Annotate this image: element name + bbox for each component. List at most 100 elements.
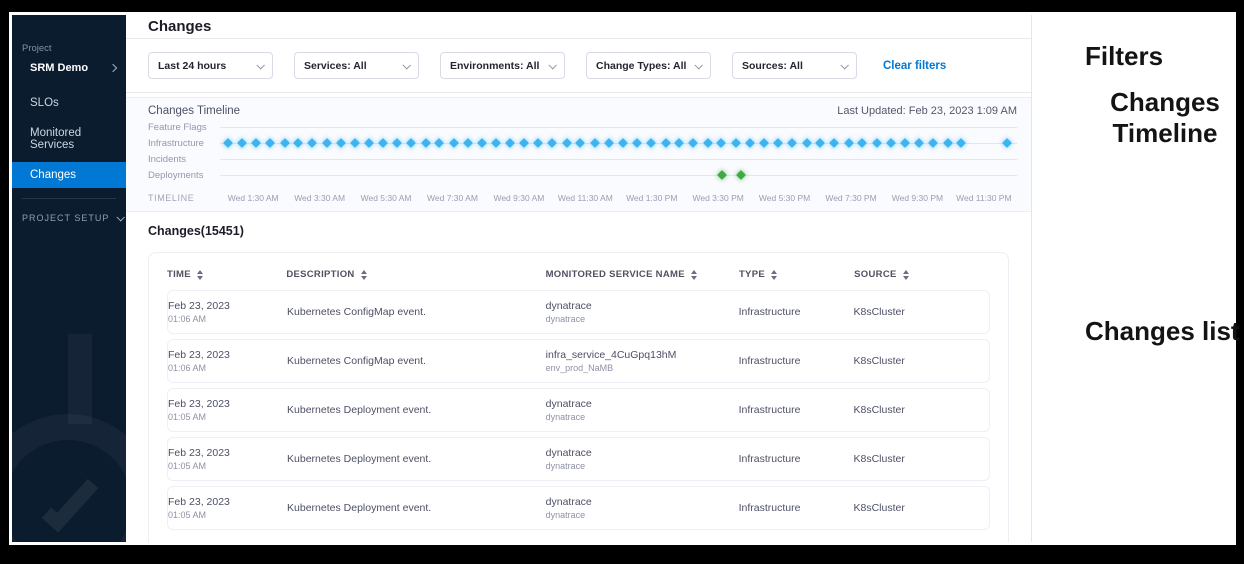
row-type: Infrastructure <box>738 355 801 367</box>
change-marker[interactable] <box>942 138 953 148</box>
change-marker[interactable] <box>886 138 897 148</box>
change-marker[interactable] <box>787 138 798 148</box>
filter-dropdown[interactable]: Change Types: All <box>586 52 711 79</box>
filter-dropdown[interactable]: Sources: All <box>732 52 857 79</box>
change-marker[interactable] <box>702 138 713 148</box>
sidebar-item-label: SLOs <box>30 97 59 109</box>
change-marker[interactable] <box>857 138 868 148</box>
row-source: K8sCluster <box>853 502 905 514</box>
changes-timeline-panel: Changes Timeline Last Updated: Feb 23, 2… <box>126 97 1031 212</box>
change-marker[interactable] <box>717 170 728 180</box>
timeline-row: Incidents <box>148 151 1017 167</box>
chevron-down-icon <box>402 60 411 70</box>
change-marker[interactable] <box>279 138 290 148</box>
filter-dropdown[interactable]: Environments: All <box>440 52 565 79</box>
change-marker[interactable] <box>434 138 445 148</box>
row-date: Feb 23, 2023 <box>168 496 230 508</box>
sidebar-project-selector[interactable]: SRM Demo <box>30 62 118 74</box>
change-marker[interactable] <box>871 138 882 148</box>
clear-filters-link[interactable]: Clear filters <box>883 59 947 72</box>
chevron-down-icon <box>840 60 849 70</box>
timeline-tick-label: Wed 11:30 AM <box>557 193 613 203</box>
change-marker[interactable] <box>321 138 332 148</box>
column-header-label: MONITORED SERVICE NAME <box>545 269 685 280</box>
change-marker[interactable] <box>772 138 783 148</box>
table-row[interactable]: Feb 23, 2023 01:06 AM Kubernetes ConfigM… <box>167 290 990 334</box>
dropdown-value: Change Types: All <box>596 59 687 72</box>
change-marker[interactable] <box>406 138 417 148</box>
timeline-title: Changes Timeline <box>148 105 241 117</box>
table-row[interactable]: Feb 23, 2023 01:06 AM Kubernetes ConfigM… <box>167 339 990 383</box>
table-row[interactable]: Feb 23, 2023 01:05 AM Kubernetes Deploym… <box>167 437 990 481</box>
column-header-label: DESCRIPTION <box>286 269 355 280</box>
change-marker[interactable] <box>589 138 600 148</box>
change-marker[interactable] <box>1002 138 1013 148</box>
sidebar-item-changes[interactable]: Changes <box>12 162 126 188</box>
change-marker[interactable] <box>420 138 431 148</box>
change-marker[interactable] <box>618 138 629 148</box>
change-marker[interactable] <box>519 138 530 148</box>
change-marker[interactable] <box>378 138 389 148</box>
change-marker[interactable] <box>801 138 812 148</box>
change-marker[interactable] <box>956 138 967 148</box>
change-marker[interactable] <box>547 138 558 148</box>
sidebar-item-project-setup[interactable]: PROJECT SETUP <box>22 213 126 223</box>
change-marker[interactable] <box>745 138 755 148</box>
change-marker[interactable] <box>533 138 543 148</box>
change-marker[interactable] <box>674 138 685 148</box>
change-marker[interactable] <box>843 138 854 148</box>
change-marker[interactable] <box>561 138 572 148</box>
change-marker[interactable] <box>448 138 459 148</box>
change-marker[interactable] <box>364 138 374 148</box>
sidebar-divider <box>22 198 116 199</box>
change-marker[interactable] <box>505 138 516 148</box>
change-marker[interactable] <box>349 138 360 148</box>
change-marker[interactable] <box>250 138 261 148</box>
change-marker[interactable] <box>223 138 233 148</box>
change-marker[interactable] <box>914 138 924 148</box>
change-marker[interactable] <box>237 138 248 148</box>
change-marker[interactable] <box>900 138 911 148</box>
row-type: Infrastructure <box>738 306 801 318</box>
column-header[interactable]: TIME <box>167 269 286 280</box>
filter-dropdown[interactable]: Last 24 hours <box>148 52 273 79</box>
row-description: Kubernetes Deployment event. <box>287 404 432 416</box>
change-marker[interactable] <box>293 138 304 148</box>
dropdown-value: Last 24 hours <box>158 59 227 72</box>
sidebar-item-monitored-services[interactable]: Monitored Services <box>12 120 126 158</box>
change-marker[interactable] <box>336 138 347 148</box>
sort-icon <box>690 269 697 280</box>
change-marker[interactable] <box>928 138 939 148</box>
column-header[interactable]: MONITORED SERVICE NAME <box>546 269 739 280</box>
row-description: Kubernetes Deployment event. <box>287 502 432 514</box>
change-marker[interactable] <box>660 138 671 148</box>
change-marker[interactable] <box>307 138 318 148</box>
chevron-down-icon <box>116 213 126 222</box>
column-header[interactable]: DESCRIPTION <box>286 269 545 280</box>
change-marker[interactable] <box>575 138 586 148</box>
change-marker[interactable] <box>477 138 488 148</box>
change-marker[interactable] <box>490 138 501 148</box>
change-marker[interactable] <box>759 138 770 148</box>
change-marker[interactable] <box>815 138 826 148</box>
change-marker[interactable] <box>603 138 614 148</box>
column-header[interactable]: TYPE <box>739 269 854 280</box>
change-marker[interactable] <box>730 138 741 148</box>
row-time: 01:06 AM <box>168 314 207 324</box>
change-marker[interactable] <box>462 138 473 148</box>
timeline-row: Infrastructure <box>148 135 1017 151</box>
table-row[interactable]: Feb 23, 2023 01:05 AM Kubernetes Deploym… <box>167 486 990 530</box>
change-marker[interactable] <box>716 138 727 148</box>
change-marker[interactable] <box>646 138 657 148</box>
sidebar-item-slos[interactable]: SLOs <box>12 90 126 116</box>
change-marker[interactable] <box>391 138 402 148</box>
change-marker[interactable] <box>736 170 747 180</box>
filter-dropdown[interactable]: Services: All <box>294 52 419 79</box>
column-header[interactable]: SOURCE <box>854 269 990 280</box>
row-service-name: dynatrace <box>545 496 592 508</box>
change-marker[interactable] <box>829 138 840 148</box>
change-marker[interactable] <box>631 138 642 148</box>
table-row[interactable]: Feb 23, 2023 01:05 AM Kubernetes Deploym… <box>167 388 990 432</box>
change-marker[interactable] <box>265 138 276 148</box>
change-marker[interactable] <box>688 138 699 148</box>
